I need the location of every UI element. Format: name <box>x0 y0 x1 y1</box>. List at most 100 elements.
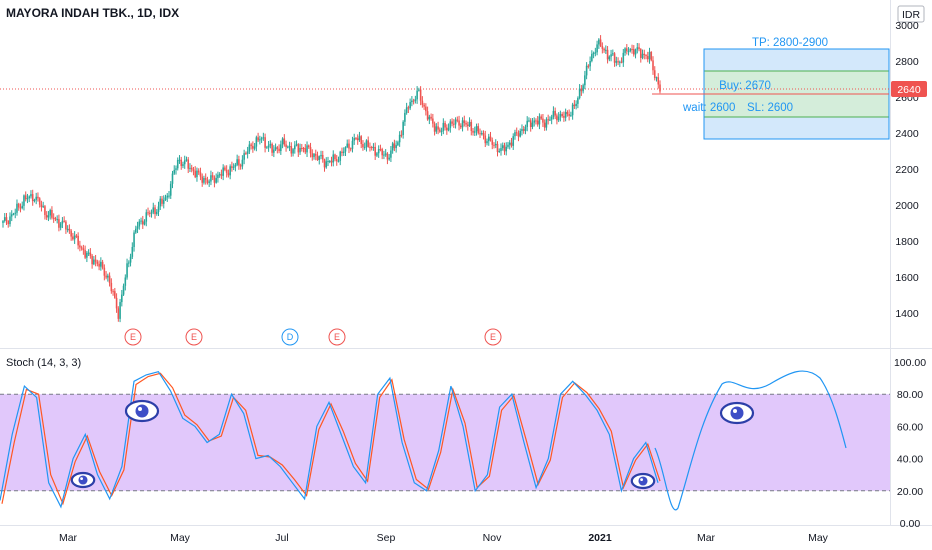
candle-body <box>524 126 527 131</box>
candle-body <box>498 151 501 153</box>
candle-body <box>152 207 155 213</box>
candle-body <box>281 138 284 145</box>
stoch-tick-label: 40.00 <box>897 454 923 466</box>
candle-body <box>302 147 305 149</box>
eye-icon <box>124 399 160 423</box>
candle-body <box>100 261 102 267</box>
candle-body <box>314 153 317 156</box>
candle-body <box>528 120 530 122</box>
candle-body <box>101 261 104 268</box>
candle-body <box>7 220 10 225</box>
candle-body <box>49 209 51 216</box>
candle-body <box>458 120 460 126</box>
candle-body <box>344 147 347 152</box>
candle-body <box>400 134 403 136</box>
wait-label: wait: 2600 <box>682 102 735 114</box>
candle-body <box>594 52 597 54</box>
candle-body <box>484 135 487 144</box>
time-axis[interactable]: Mar May Jul Sep Nov 2021 Mar May <box>59 532 829 544</box>
candle-body <box>110 282 113 292</box>
stochastic-pane[interactable]: 100.00 80.00 60.00 40.00 20.00 0.00 <box>0 357 926 530</box>
currency-badge: IDR <box>902 9 921 21</box>
candle-body <box>162 199 165 204</box>
event-label: E <box>130 332 136 342</box>
candle-body <box>552 110 555 117</box>
candle-body <box>337 160 340 162</box>
stoch-tick-label: 80.00 <box>897 389 923 401</box>
candle-body <box>578 88 581 99</box>
candle-body <box>577 98 579 104</box>
candle-body <box>253 146 256 149</box>
candle-body <box>648 51 651 60</box>
price-tick-label: 1800 <box>895 236 919 248</box>
candle-body <box>592 53 595 55</box>
candle-body <box>332 154 335 163</box>
candle-body <box>355 138 357 140</box>
candle-body <box>159 198 162 207</box>
candle-body <box>480 133 483 135</box>
candle-body <box>206 179 209 183</box>
candle-body <box>164 197 167 200</box>
candle-body <box>596 44 598 53</box>
candle-body <box>168 195 170 197</box>
candle-body <box>606 49 609 60</box>
candle-body <box>526 120 529 127</box>
candle-body <box>114 291 116 298</box>
candle-body <box>269 143 272 146</box>
candle-body <box>584 75 586 86</box>
candle-body <box>561 114 563 117</box>
candle-body <box>5 217 8 221</box>
candle-body <box>323 159 326 168</box>
candle-body <box>84 250 86 258</box>
candle-body <box>248 144 251 152</box>
candle-body <box>259 139 261 141</box>
price-tick-label: 2000 <box>895 200 919 212</box>
candle-body <box>199 172 202 177</box>
candle-body <box>187 159 190 169</box>
candle-body <box>80 247 83 249</box>
candle-body <box>245 153 247 155</box>
candle-body <box>52 217 55 219</box>
candle-body <box>377 149 380 154</box>
candle-body <box>598 39 600 45</box>
candle-body <box>224 167 226 170</box>
candle-body <box>276 147 279 149</box>
candle-body <box>278 148 280 152</box>
candle-body <box>442 122 445 131</box>
candle-body <box>334 154 336 160</box>
candle-body <box>439 129 441 132</box>
candle-body <box>624 48 626 53</box>
candle-body <box>566 112 569 115</box>
candle-body <box>300 147 303 149</box>
candle-body <box>363 146 366 148</box>
candle-body <box>131 246 134 257</box>
event-marker <box>124 328 142 346</box>
candle-body <box>176 160 179 169</box>
candle-body <box>465 122 467 125</box>
time-tick-label: Sep <box>377 532 396 544</box>
candle-body <box>124 277 127 286</box>
currency-badge-frame[interactable] <box>897 5 925 23</box>
candle-body <box>72 236 74 240</box>
candle-body <box>309 147 312 154</box>
candle-body <box>180 159 183 166</box>
candle-body <box>510 142 513 146</box>
candle-body <box>12 213 15 215</box>
candlestick-series[interactable] <box>2 35 661 323</box>
candle-body <box>655 77 658 79</box>
candle-body <box>182 164 184 166</box>
stoch-k-line <box>0 371 659 509</box>
candle-body <box>353 138 356 141</box>
candle-body <box>128 262 130 264</box>
candle-body <box>66 228 69 230</box>
time-tick-label: May <box>808 532 829 544</box>
candle-body <box>435 126 438 132</box>
candle-body <box>231 166 233 168</box>
candle-body <box>23 195 25 206</box>
candle-body <box>591 53 593 61</box>
candle-body <box>190 167 193 170</box>
candle-body <box>573 104 576 107</box>
eye-iris <box>135 404 149 418</box>
